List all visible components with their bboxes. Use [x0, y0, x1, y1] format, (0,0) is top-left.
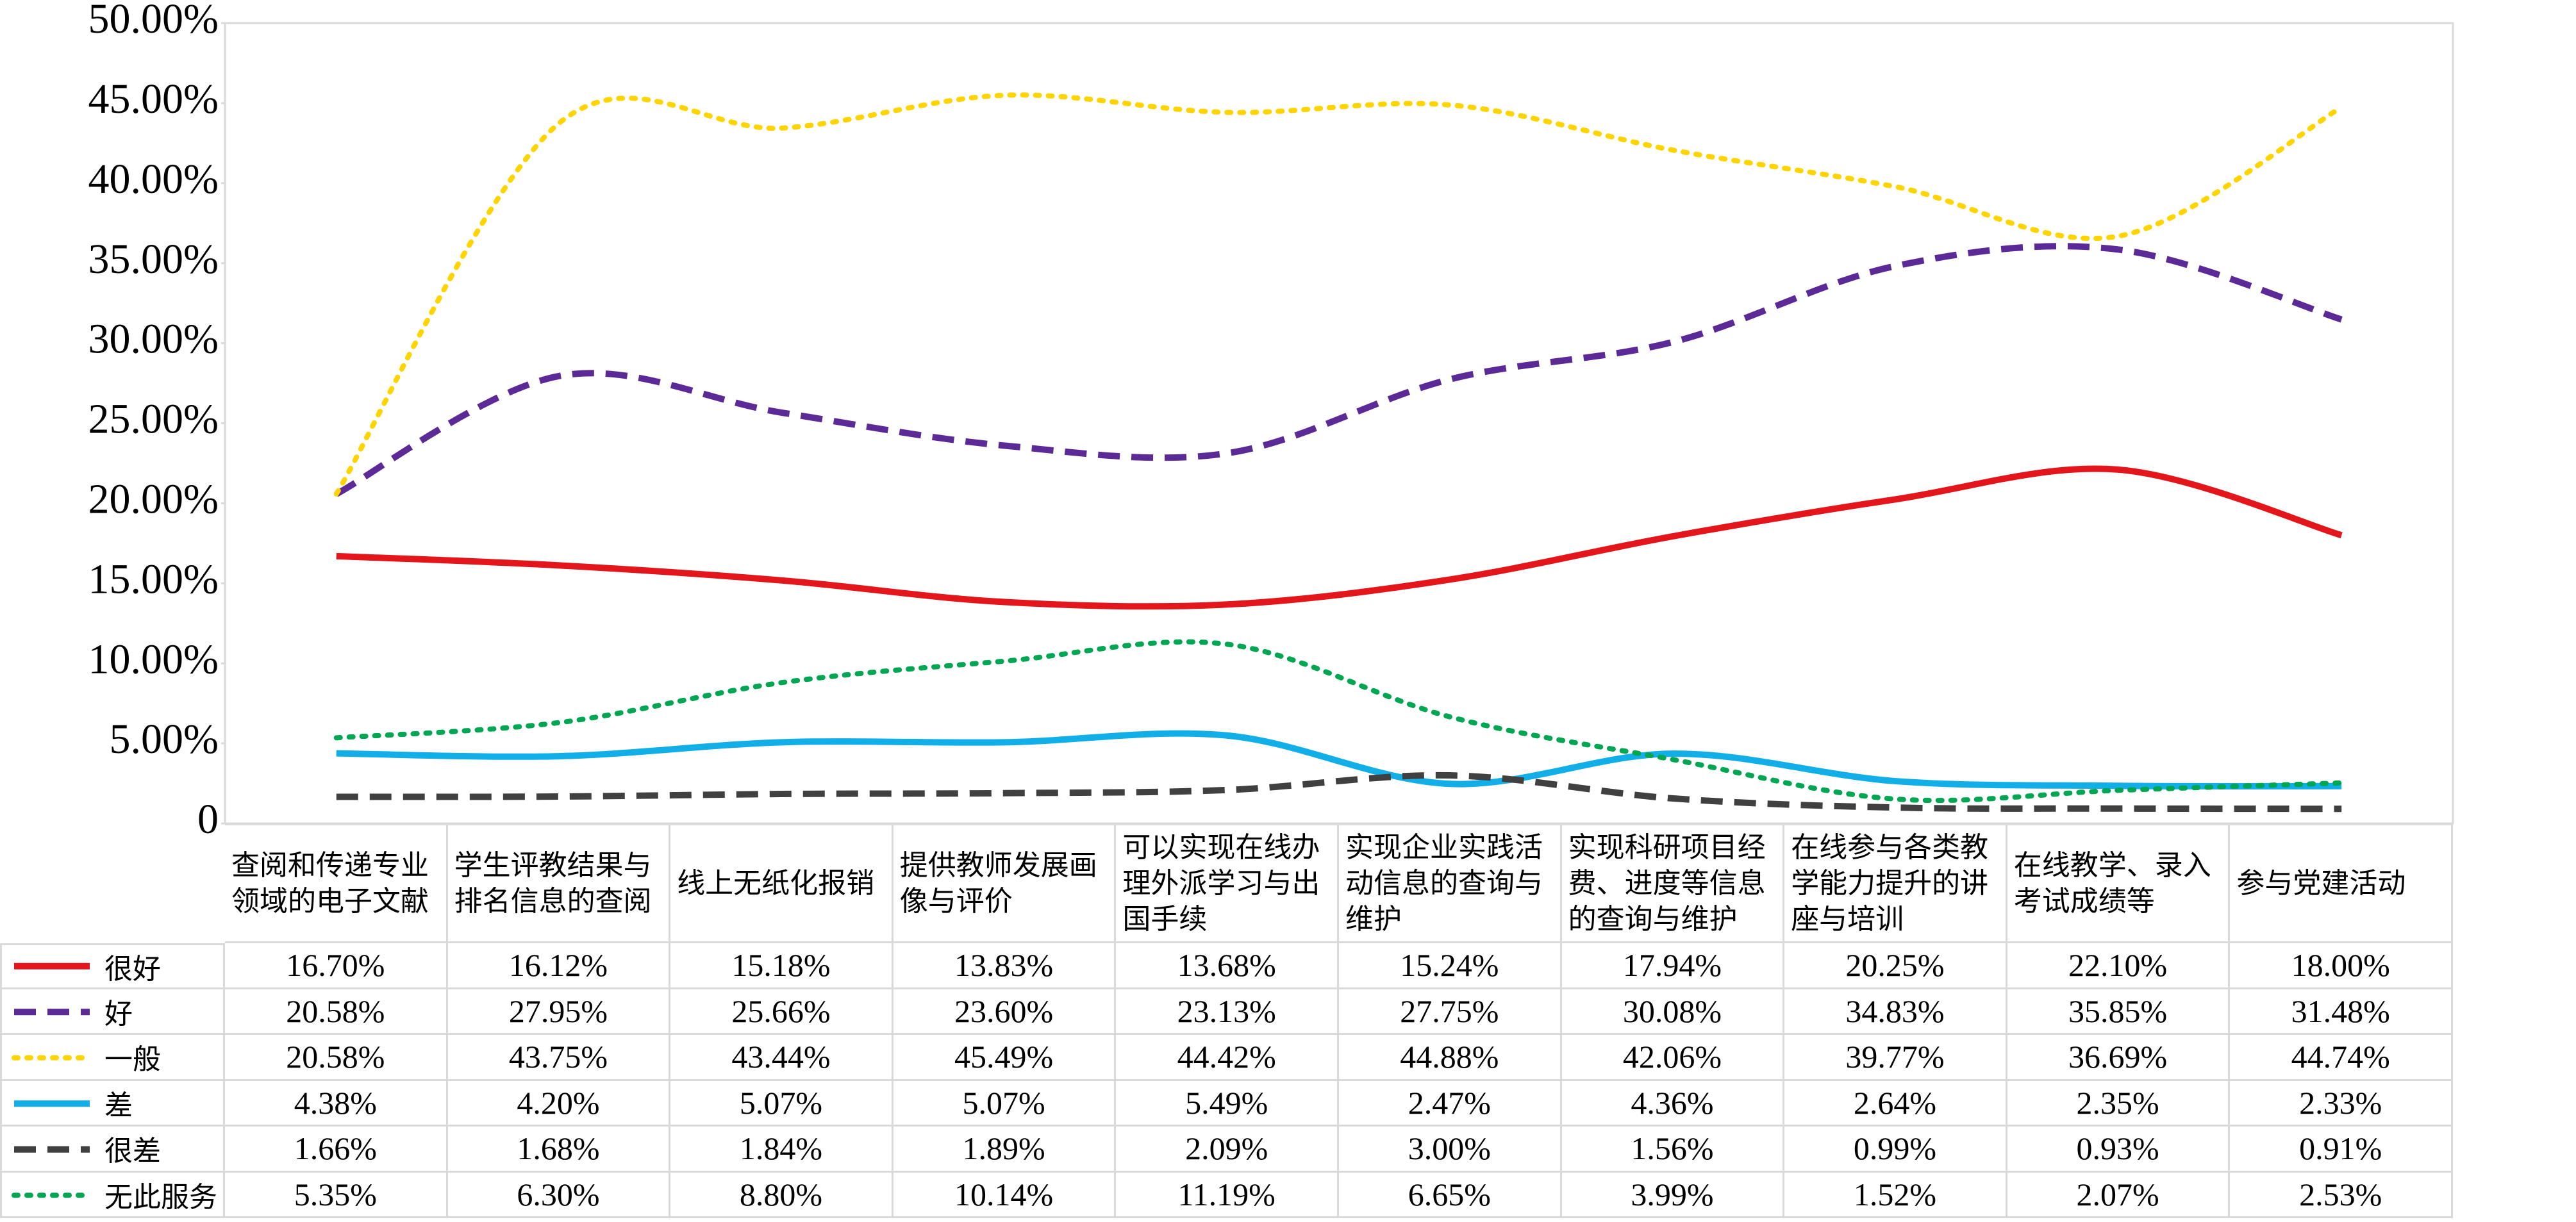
table-value: 2.33% — [2230, 1080, 2453, 1127]
table-value: 44.88% — [1339, 1035, 1562, 1081]
category-label: 线上无纸化报销 — [670, 823, 893, 943]
table-value: 13.68% — [1116, 943, 1339, 989]
table-value: 0.93% — [2007, 1127, 2231, 1173]
category-label: 在线教学、录入考试成绩等 — [2007, 823, 2231, 943]
y-tick-label: 25.00% — [88, 396, 219, 443]
table-value: 2.53% — [2230, 1172, 2453, 1218]
category-label: 可以实现在线办理外派学习与出国手续 — [1116, 823, 1339, 943]
table-value: 4.36% — [1561, 1080, 1785, 1127]
category-label: 在线参与各类教学能力提升的讲座与培训 — [1784, 823, 2007, 943]
y-tick-label: 10.00% — [88, 636, 219, 682]
table-value: 15.18% — [670, 943, 893, 989]
table-value: 13.83% — [893, 943, 1117, 989]
table-value: 43.44% — [670, 1035, 893, 1081]
table-value: 31.48% — [2230, 989, 2453, 1035]
table-value: 16.12% — [447, 943, 671, 989]
legend-entry: 很好 — [0, 943, 225, 989]
table-value: 16.70% — [225, 943, 448, 989]
table-value: 30.08% — [1561, 989, 1785, 1035]
table-value: 20.25% — [1784, 943, 2007, 989]
table-value: 5.35% — [225, 1172, 448, 1218]
plot-frame — [224, 22, 2454, 825]
table-value: 2.64% — [1784, 1080, 2007, 1127]
table-value: 23.60% — [893, 989, 1117, 1035]
series-line — [333, 639, 2345, 804]
table-value: 0.99% — [1784, 1127, 2007, 1173]
category-label: 参与党建活动 — [2230, 823, 2453, 943]
table-value: 18.00% — [2230, 943, 2453, 989]
legend-entry: 差 — [0, 1080, 225, 1127]
legend-entry: 好 — [0, 989, 225, 1035]
y-tick-label: 40.00% — [88, 156, 219, 202]
y-tick-label: 30.00% — [88, 316, 219, 363]
table-value: 5.49% — [1116, 1080, 1339, 1127]
table-value: 4.20% — [447, 1080, 671, 1127]
y-tick-label: 20.00% — [88, 476, 219, 523]
table-value: 1.68% — [447, 1127, 671, 1173]
table-value: 45.49% — [893, 1035, 1117, 1081]
table-value: 11.19% — [1116, 1172, 1339, 1218]
category-label: 实现科研项目经费、进度等信息的查询与维护 — [1561, 823, 1785, 943]
table-value: 1.66% — [225, 1127, 448, 1173]
table-value: 8.80% — [670, 1172, 893, 1218]
series-line — [333, 92, 2345, 497]
table-value: 2.35% — [2007, 1080, 2231, 1127]
table-value: 20.58% — [225, 1035, 448, 1081]
table-value: 36.69% — [2007, 1035, 2231, 1081]
table-value: 10.14% — [893, 1172, 1117, 1218]
legend-entry: 无此服务 — [0, 1172, 225, 1218]
table-value: 6.65% — [1339, 1172, 1562, 1218]
legend-entry: 一般 — [0, 1035, 225, 1081]
y-tick-label: 35.00% — [88, 236, 219, 283]
table-value: 27.75% — [1339, 989, 1562, 1035]
table-value: 0.91% — [2230, 1127, 2453, 1173]
table-value: 43.75% — [447, 1035, 671, 1081]
y-tick-label: 5.00% — [110, 716, 219, 763]
series-line — [336, 730, 2342, 790]
y-tick-label: 15.00% — [88, 556, 219, 602]
y-tick-label: 50.00% — [88, 0, 219, 42]
table-value: 34.83% — [1784, 989, 2007, 1035]
series-line — [336, 465, 2343, 610]
category-label: 查阅和传递专业领域的电子文献 — [225, 823, 448, 943]
table-value: 39.77% — [1784, 1035, 2007, 1081]
table-value: 44.42% — [1116, 1035, 1339, 1081]
table-value: 2.07% — [2007, 1172, 2231, 1218]
table-value: 5.07% — [670, 1080, 893, 1127]
category-label: 实现企业实践活动信息的查询与维护 — [1339, 823, 1562, 943]
table-value: 42.06% — [1561, 1035, 1785, 1081]
category-label: 提供教师发展画像与评价 — [893, 823, 1117, 943]
y-tick-label: 0 — [197, 796, 219, 843]
series-line — [336, 772, 2342, 813]
table-value: 1.56% — [1561, 1127, 1785, 1173]
table-value: 22.10% — [2007, 943, 2231, 989]
table-value: 17.94% — [1561, 943, 1785, 989]
table-value: 20.58% — [225, 989, 448, 1035]
table-value: 1.52% — [1784, 1172, 2007, 1218]
table-value: 6.30% — [447, 1172, 671, 1218]
legend-entry: 很差 — [0, 1127, 225, 1173]
table-value: 27.95% — [447, 989, 671, 1035]
category-label: 学生评教结果与排名信息的查阅 — [447, 823, 671, 943]
table-value: 5.07% — [893, 1080, 1117, 1127]
table-value: 2.09% — [1116, 1127, 1339, 1173]
table-value: 23.13% — [1116, 989, 1339, 1035]
table-value: 3.00% — [1339, 1127, 1562, 1173]
series-line — [335, 243, 2343, 497]
table-value: 44.74% — [2230, 1035, 2453, 1081]
table-value: 4.38% — [225, 1080, 448, 1127]
table-value: 3.99% — [1561, 1172, 1785, 1218]
table-value: 35.85% — [2007, 989, 2231, 1035]
table-value: 1.84% — [670, 1127, 893, 1173]
table-value: 2.47% — [1339, 1080, 1562, 1127]
y-tick-label: 45.00% — [88, 76, 219, 122]
table-value: 1.89% — [893, 1127, 1117, 1173]
table-value: 15.24% — [1339, 943, 1562, 989]
table-value: 25.66% — [670, 989, 893, 1035]
